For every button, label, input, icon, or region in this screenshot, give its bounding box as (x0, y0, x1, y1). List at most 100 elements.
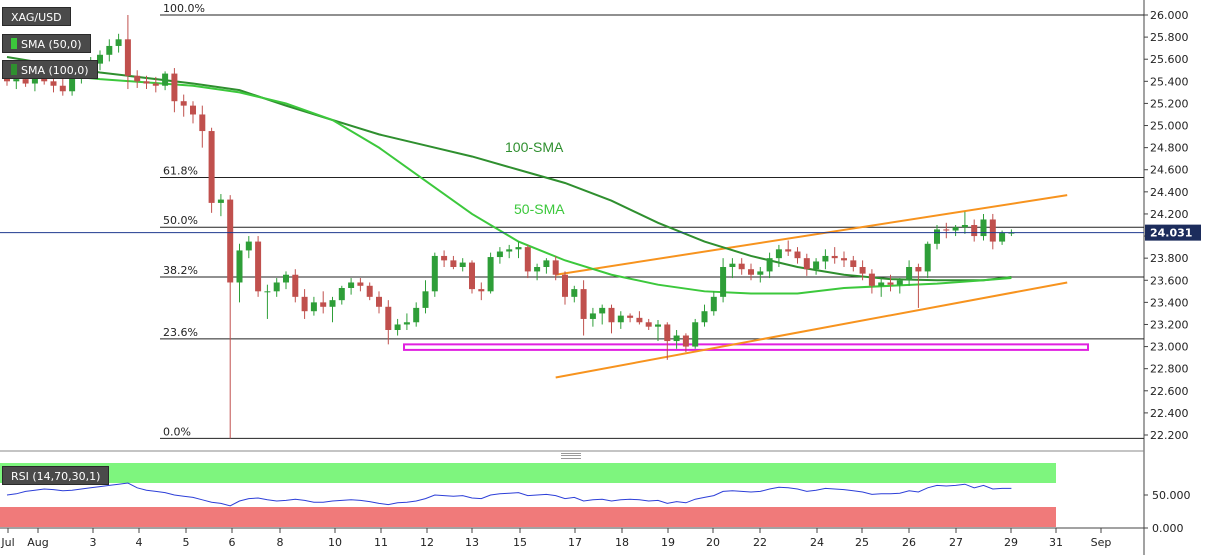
support-zone-box (403, 343, 1089, 351)
candle-body (199, 114, 206, 132)
candle-body (292, 274, 299, 297)
candle-body (227, 199, 234, 283)
price-tick-label: 22.800 (1150, 363, 1189, 376)
time-tick-label: 20 (706, 536, 720, 549)
channel-upper-line (555, 194, 1068, 276)
pane-resize-handle[interactable] (561, 453, 581, 459)
time-tick-label: 29 (1004, 536, 1018, 549)
candle-body (515, 247, 522, 250)
price-tick-label: 24.400 (1150, 186, 1189, 199)
candle-body (543, 260, 550, 267)
candle-body (385, 306, 392, 330)
price-tick-label: 23.800 (1150, 252, 1189, 265)
time-tick-label: 8 (277, 536, 284, 549)
rsi-tick-label: 50.000 (1152, 489, 1191, 502)
channel-lower-line (555, 281, 1068, 379)
candle-body (255, 241, 262, 292)
rsi-legend: RSI (14,70,30,1) (2, 466, 110, 485)
price-tick-label: 23.400 (1150, 296, 1189, 309)
sma100-annotation: 100-SMA (505, 139, 564, 155)
time-tick-label: 27 (949, 536, 963, 549)
time-tick-label: 26 (902, 536, 916, 549)
price-tick-label: 25.200 (1150, 97, 1189, 110)
candle-body (217, 199, 224, 203)
candle-body (617, 315, 624, 323)
candle-body (822, 255, 829, 262)
time-tick-label: 11 (374, 536, 388, 549)
price-tick-label: 25.000 (1150, 120, 1189, 133)
candle-body (710, 296, 717, 312)
time-tick-label: Aug (27, 536, 48, 549)
candle-body (208, 131, 215, 203)
candle-body (152, 83, 159, 86)
time-tick-label: Jul (0, 536, 14, 549)
candle-body (283, 274, 289, 283)
candle-body (989, 219, 996, 242)
candle-body (422, 291, 429, 308)
fib-level-label: 100.0% (163, 2, 205, 15)
candle-body (329, 300, 336, 307)
candle-body (794, 251, 801, 259)
candle-body (534, 267, 541, 272)
candle-body (850, 260, 857, 267)
candle-body (320, 302, 327, 307)
candle-body (273, 282, 280, 292)
time-tick-label: 22 (753, 536, 767, 549)
price-tick-label: 23.600 (1150, 274, 1189, 287)
sma50-legend-label: SMA (50,0) (21, 38, 82, 51)
candle-body (655, 324, 661, 327)
candle-body (608, 307, 615, 323)
candle-body (357, 282, 364, 286)
candle-body (310, 302, 317, 312)
candle-body (496, 251, 503, 258)
candle-body (403, 322, 410, 325)
candle-body (924, 243, 931, 272)
candle-body (459, 262, 466, 267)
last-price-label: 24.031 (1150, 227, 1192, 240)
time-tick-label: 13 (465, 536, 479, 549)
candle-body (506, 249, 513, 252)
candle-body (469, 262, 475, 290)
time-tick-label: 31 (1049, 536, 1063, 549)
sma100-legend-label: SMA (100,0) (21, 64, 89, 77)
candle-body (961, 225, 968, 228)
time-tick-label: 15 (513, 536, 527, 549)
candle-body (106, 45, 113, 55)
price-tick-label: 22.400 (1150, 407, 1189, 420)
candle-body (236, 250, 243, 283)
candle-body (13, 79, 20, 82)
candle-body (645, 322, 652, 327)
rsi-oversold-zone (0, 507, 1056, 527)
candle-body (627, 315, 634, 318)
candle-body (31, 76, 38, 84)
candle-body (692, 322, 699, 347)
candle-body (859, 267, 866, 274)
sma100-legend: SMA (100,0) (2, 60, 98, 79)
time-tick-label: 3 (90, 536, 97, 549)
candle-body (813, 261, 820, 270)
candle-body (748, 269, 754, 275)
candle-body (775, 249, 782, 259)
candle-body (980, 219, 987, 237)
price-tick-label: 22.200 (1150, 429, 1189, 442)
sma50-line (6, 69, 1012, 295)
candle-body (915, 267, 922, 272)
candle-body (729, 263, 736, 267)
price-tick-label: 26.000 (1150, 9, 1189, 22)
price-tick-label: 24.800 (1150, 142, 1189, 155)
candle-body (766, 258, 773, 272)
candle-body (571, 289, 578, 297)
sma100-swatch (11, 64, 17, 75)
candle-body (413, 307, 420, 323)
candle-body (50, 81, 57, 86)
time-tick-label: 18 (615, 536, 629, 549)
candle-body (245, 241, 252, 251)
rsi-legend-label: RSI (14,70,30,1) (11, 470, 101, 483)
last-price-tag (1145, 224, 1201, 241)
candle-body (580, 289, 587, 319)
candle-body (887, 282, 894, 285)
candle-body (738, 263, 745, 270)
price-tick-label: 24.200 (1150, 208, 1189, 221)
candle-body (896, 280, 903, 285)
